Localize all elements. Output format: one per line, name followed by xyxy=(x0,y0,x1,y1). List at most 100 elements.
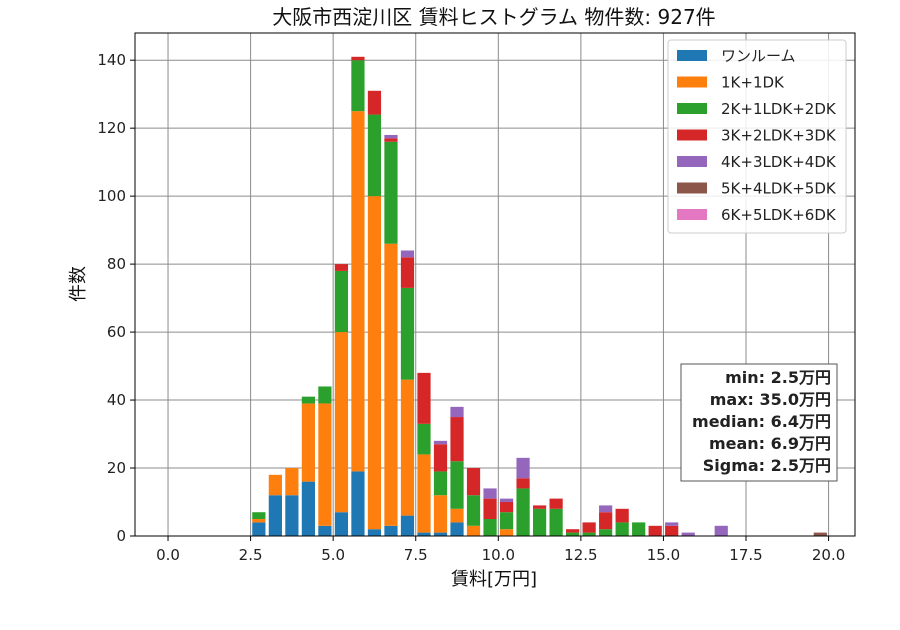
bar-segment xyxy=(813,532,827,536)
bar-segment xyxy=(599,512,613,530)
bar-segment xyxy=(285,495,299,536)
legend-swatch xyxy=(677,103,707,114)
x-tick-label: 10.0 xyxy=(482,546,515,564)
y-tick-label: 60 xyxy=(107,323,126,341)
x-tick-label: 12.5 xyxy=(564,546,597,564)
stats-line: median: 6.4万円 xyxy=(692,412,831,431)
bar-segment xyxy=(532,508,547,536)
bar-segment xyxy=(351,56,365,61)
stats-line: Sigma: 2.5万円 xyxy=(703,456,831,475)
bar-segment xyxy=(450,522,464,536)
stats-frame xyxy=(680,363,838,482)
bar-segment xyxy=(400,379,415,516)
bar-segment xyxy=(400,250,415,258)
x-tick-label: 2.5 xyxy=(239,546,263,564)
bar-segment xyxy=(516,478,530,489)
bar-segment xyxy=(367,529,382,536)
bar-segment xyxy=(351,60,365,112)
bar-segment xyxy=(665,522,679,526)
bar-segment xyxy=(483,488,497,499)
bar-segment xyxy=(400,257,415,288)
stats-line: min: 2.5万円 xyxy=(725,368,831,387)
bar-segment xyxy=(252,519,266,523)
legend-swatch xyxy=(677,209,707,220)
bar-segment xyxy=(252,522,266,536)
bar-segment xyxy=(499,502,514,513)
bar-segment xyxy=(433,532,448,536)
y-tick-label: 100 xyxy=(97,187,126,205)
bar-segment xyxy=(566,532,580,536)
bar-segment xyxy=(433,440,448,445)
y-tick-label: 40 xyxy=(107,391,126,409)
bar-segment xyxy=(549,498,563,509)
bar-segment xyxy=(367,196,382,530)
plot-frame xyxy=(134,32,856,537)
bar-segment xyxy=(433,444,448,472)
bar-segment xyxy=(499,512,514,530)
bar-segment xyxy=(599,505,613,513)
x-tick-label: 15.0 xyxy=(647,546,680,564)
stats-box: min: 2.5万円 max: 35.0万円 median: 6.4万円 mean: … xyxy=(680,363,838,482)
bar-segment xyxy=(483,498,497,520)
bar-segment xyxy=(417,423,431,455)
bar-segment xyxy=(516,488,530,536)
bar-segment xyxy=(301,396,315,404)
x-tick-label: 20.0 xyxy=(812,546,845,564)
bar-segment xyxy=(450,417,464,462)
bar-segment xyxy=(450,461,464,509)
y-tick-label: 140 xyxy=(97,51,126,69)
bar-segment xyxy=(334,270,349,333)
bar-segment xyxy=(285,468,299,496)
y-tick-label: 80 xyxy=(107,255,126,273)
bar-segment xyxy=(450,508,464,523)
axes: 0.0 2.5 5.0 7.5 10.0 12.5 15.0 17.5 20.0 0 20 40 60 8… xyxy=(97,32,856,564)
x-axis-label: 賃料[万円] xyxy=(451,569,537,590)
bar-segment xyxy=(417,532,431,536)
y-tick-label: 120 xyxy=(97,119,126,137)
bar-segment xyxy=(433,471,448,496)
bar-segment xyxy=(499,498,514,503)
legend-label: 1K+1DK xyxy=(721,74,785,92)
bar-segment xyxy=(384,243,398,526)
legend-label: ワンルーム xyxy=(721,47,796,65)
bar-segment xyxy=(301,403,315,482)
legend-label: 4K+3LDK+4DK xyxy=(721,153,837,171)
bar-segment xyxy=(268,474,282,496)
bar-segment xyxy=(367,90,382,115)
legend: ワンルーム 1K+1DK 2K+1LDK+2DK 3K+2LDK+3DK 4K+3LDK… xyxy=(667,39,847,234)
x-tick-label: 7.5 xyxy=(404,546,428,564)
bar-segment xyxy=(268,495,282,536)
bar-segment xyxy=(615,508,629,523)
bar-segment xyxy=(384,141,398,244)
legend-swatch xyxy=(677,76,707,88)
bar-segment xyxy=(334,332,349,513)
stats-line: mean: 6.9万円 xyxy=(709,434,831,453)
bar-segment xyxy=(384,138,398,142)
bar-segment xyxy=(400,287,415,380)
bar-segment xyxy=(483,519,497,536)
bar-segment xyxy=(318,525,332,536)
bar-segment xyxy=(367,114,382,197)
legend-label: 6K+5LDK+6DK xyxy=(721,206,837,224)
legend-label: 5K+4LDK+5DK xyxy=(721,180,837,198)
chart-title: 大阪市西淀川区 賃料ヒストグラム 物件数: 927件 xyxy=(272,5,715,29)
bar-segment xyxy=(714,525,728,536)
bar-segment xyxy=(384,134,398,139)
legend-swatch xyxy=(677,50,707,61)
y-tick-label: 0 xyxy=(116,527,126,545)
legend-swatch xyxy=(677,129,707,141)
x-tick-label: 17.5 xyxy=(729,546,762,564)
bar-segment xyxy=(615,522,629,536)
bar-segment xyxy=(532,505,547,509)
y-axis-label: 件数 xyxy=(68,266,89,302)
x-tick-label: 5.0 xyxy=(321,546,345,564)
bar-segment xyxy=(351,471,365,536)
bar-segment xyxy=(566,529,580,533)
legend-label: 2K+1LDK+2DK xyxy=(721,100,837,118)
bar-segment xyxy=(433,495,448,533)
bar-segment xyxy=(466,495,481,526)
bar-segment xyxy=(549,508,563,536)
bar-segment xyxy=(400,515,415,536)
y-tick-label: 20 xyxy=(107,459,126,477)
bar-segment xyxy=(417,454,431,533)
